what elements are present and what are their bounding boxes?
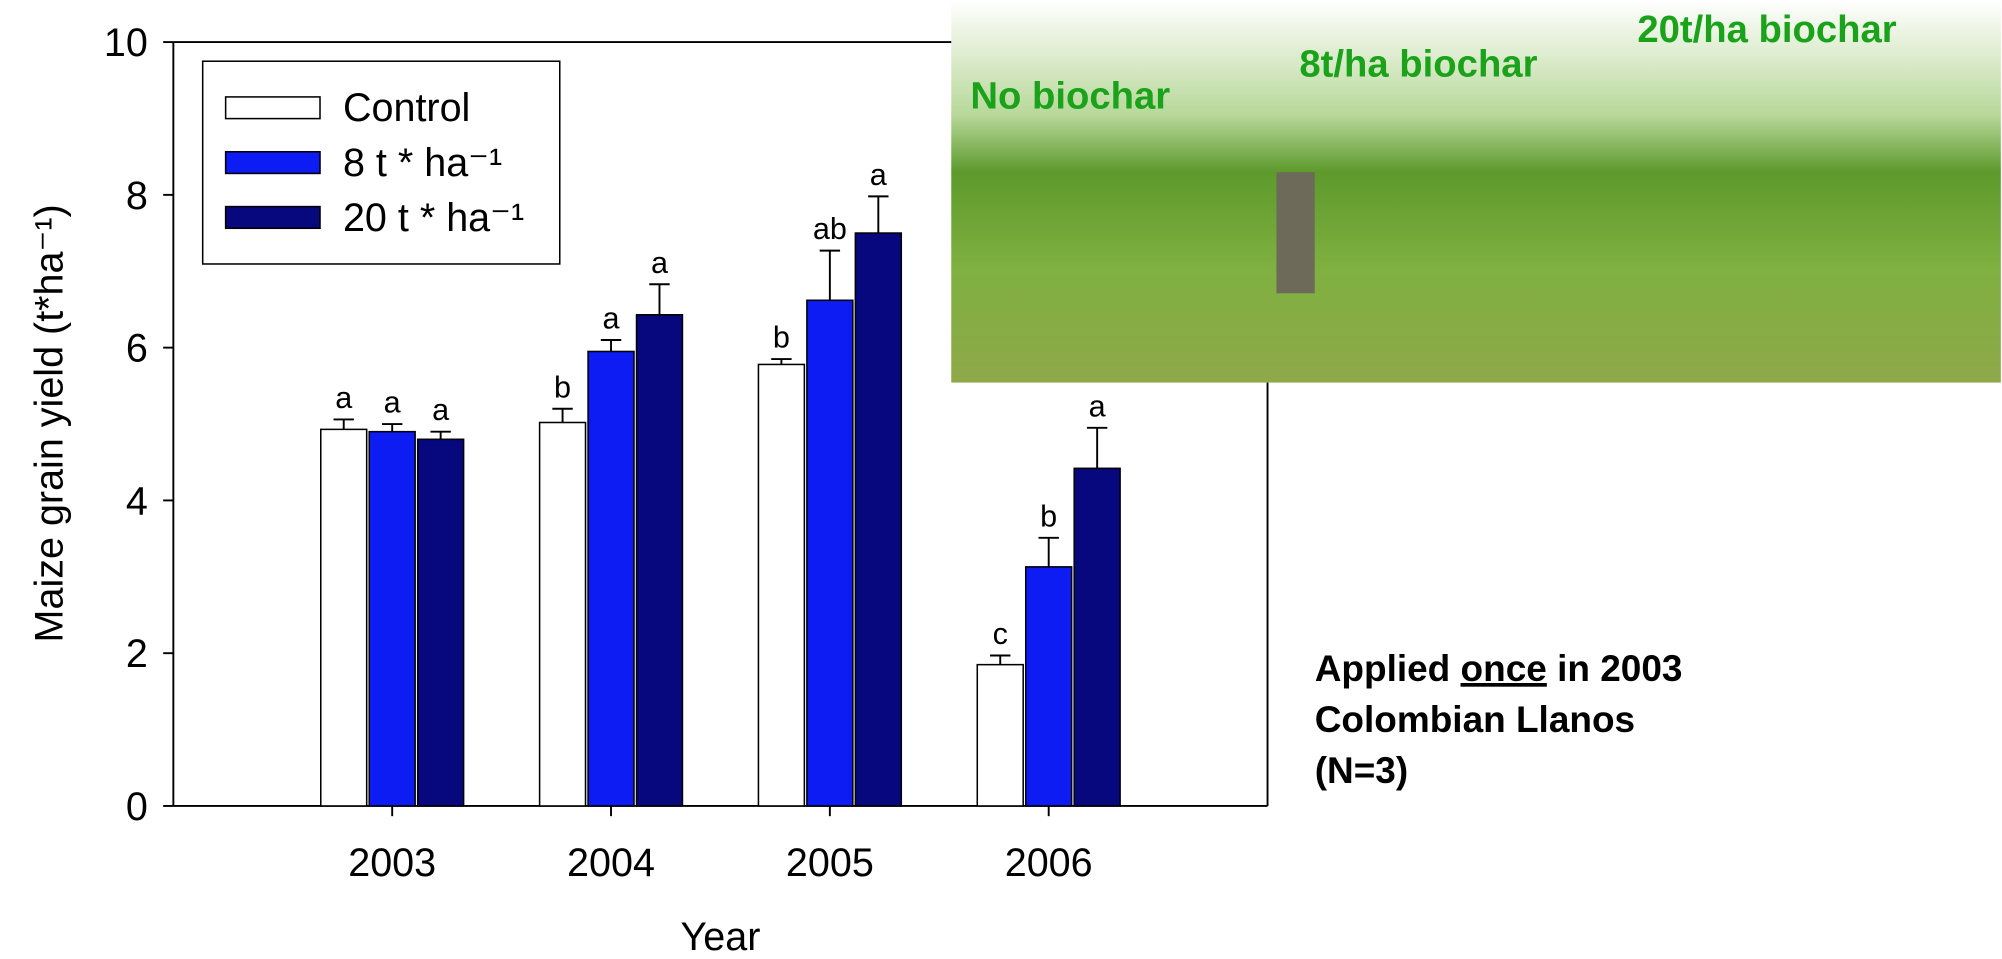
person-in-photo [1276,172,1315,294]
bar [854,232,903,807]
error-bar [430,430,451,440]
y-tick-label: 8 [126,174,148,218]
error-bar [819,249,841,301]
significance-label: a [335,381,353,415]
error-bar [1086,426,1108,469]
significance-label: a [870,158,888,192]
photo-label: No biochar [970,74,1170,117]
note-part: Applied [1315,648,1461,689]
significance-label: a [651,246,669,280]
photo-label: 20t/ha biochar [1637,8,1896,51]
legend-label: 8 t * ha⁻¹ [343,141,502,185]
bar [1073,467,1121,807]
legend-swatch [224,205,321,230]
y-tick-label: 4 [126,479,148,523]
error-bar [868,195,889,234]
bar [320,428,368,807]
field-photo [951,0,2001,383]
photo-label: 8t/ha biochar [1299,43,1537,86]
bar [538,421,587,807]
y-tick-label: 6 [126,327,148,371]
bar [587,350,635,807]
note-part: in 2003 [1547,648,1683,689]
error-bar [1038,536,1059,567]
y-axis-label: Maize grain yield (t*ha⁻¹) [27,204,71,642]
x-tick-label: 2003 [348,841,436,885]
bar [368,430,416,807]
y-tick-label: 10 [104,21,148,65]
significance-label: b [1040,499,1057,533]
x-tick-label: 2006 [1005,841,1093,885]
y-tick-label: 2 [126,632,148,676]
significance-label: a [1089,389,1107,423]
note-line: Colombian Llanos [1315,699,1635,740]
note-part: once [1461,648,1547,689]
significance-label: ab [813,212,847,246]
error-bar [649,283,670,315]
error-bar [333,418,354,430]
bar [976,663,1024,807]
legend-label: 20 t * ha⁻¹ [343,196,524,240]
bar [1024,566,1073,807]
x-tick-label: 2004 [567,841,655,885]
bar [757,363,806,807]
x-axis-label: Year [681,915,761,959]
error-bar [600,339,622,352]
error-bar [381,423,403,432]
note-line: (N=3) [1315,750,1408,791]
note-line: Applied once in 2003 [1315,648,1683,689]
x-tick-label: 2005 [786,841,874,885]
bar [806,299,854,807]
legend-swatch [224,96,321,120]
error-bar [990,654,1011,665]
legend-swatch [224,150,321,175]
error-bar [771,358,792,365]
legend-label: Control [343,86,470,130]
bar [635,314,684,807]
y-tick-label: 0 [126,785,148,829]
significance-label: b [554,370,571,404]
bar [416,438,465,807]
legend-box [201,60,561,265]
significance-label: a [432,393,450,427]
significance-label: a [603,302,621,336]
error-bar [552,407,573,423]
significance-label: c [993,617,1008,651]
significance-label: b [773,321,790,355]
significance-label: a [384,386,402,420]
